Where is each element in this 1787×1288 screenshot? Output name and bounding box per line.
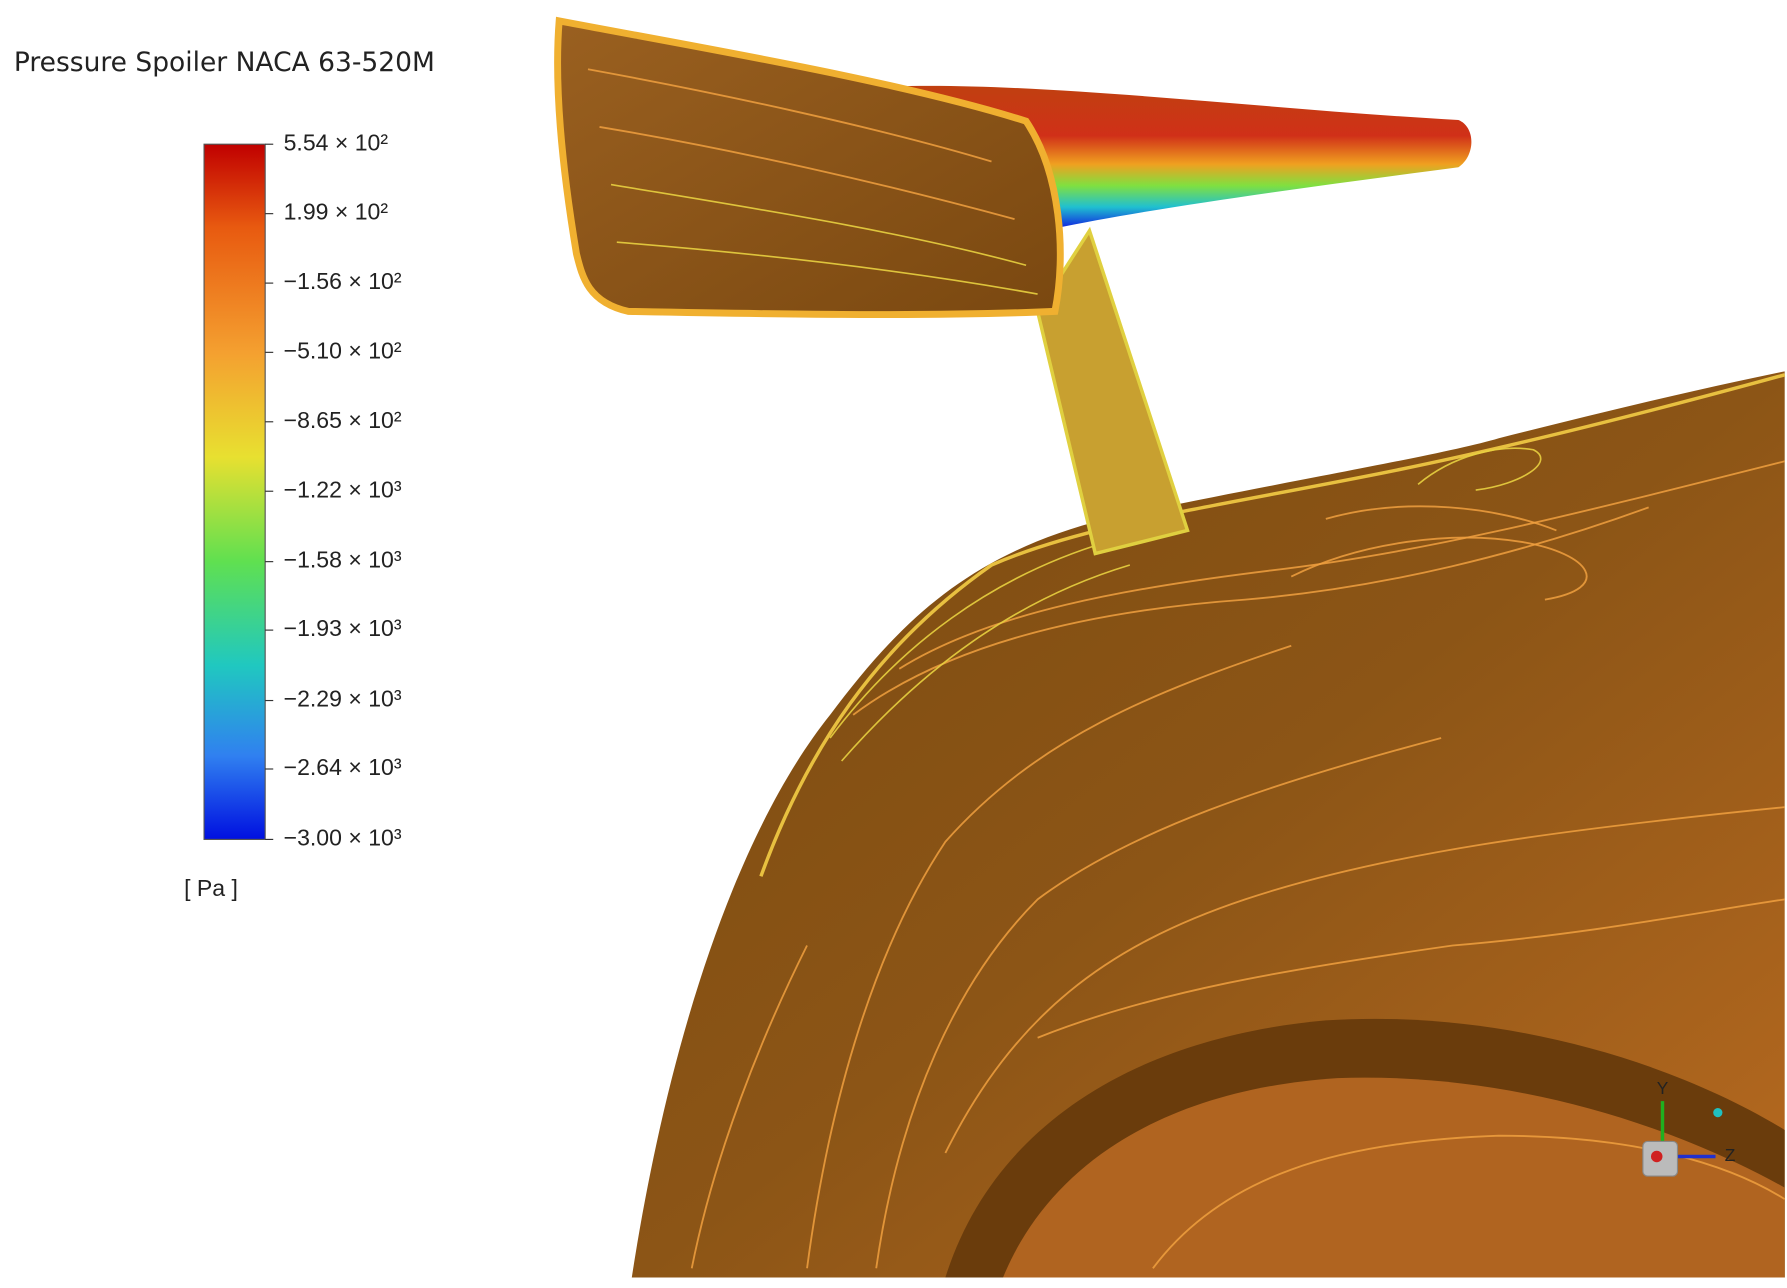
colorbar-tick-label: −1.58 × 10³	[284, 547, 402, 573]
colorbar-ticks: 5.54 × 10² 1.99 × 10² −1.56 × 10² −5.10 × 1…	[265, 129, 402, 851]
colorbar-tick-label: −1.22 × 10³	[284, 476, 402, 502]
triad-y: Y	[1657, 1078, 1669, 1098]
colorbar	[203, 143, 266, 840]
view-title: Pressure Spoiler NACA 63-520M	[14, 47, 435, 78]
wheel-arch-inner	[1003, 1077, 1785, 1278]
endplate-contours	[587, 68, 1038, 295]
triad-z: Z	[1725, 1145, 1736, 1165]
colorbar-tick-label: 1.99 × 10²	[284, 199, 389, 225]
colorbar-tick-label: −2.64 × 10³	[284, 754, 402, 780]
colorbar-tick-label: 5.54 × 10²	[284, 129, 389, 155]
colorbar-tick-label: −3.00 × 10³	[284, 825, 402, 851]
axis-triad: Y Z	[1642, 1078, 1736, 1177]
contours	[690, 447, 1786, 1269]
colorbar-tick-label: −5.10 × 10²	[284, 337, 402, 363]
colorbar-tick-label: −1.56 × 10²	[284, 268, 402, 294]
colorbar-tick-label: −2.29 × 10³	[284, 686, 402, 712]
spoiler-strut	[1035, 226, 1190, 556]
unit-label: [ Pa ]	[184, 875, 238, 901]
colorbar-tick-label: −8.65 × 10²	[284, 407, 402, 433]
colorbar-tick-label: −1.93 × 10³	[284, 615, 402, 641]
